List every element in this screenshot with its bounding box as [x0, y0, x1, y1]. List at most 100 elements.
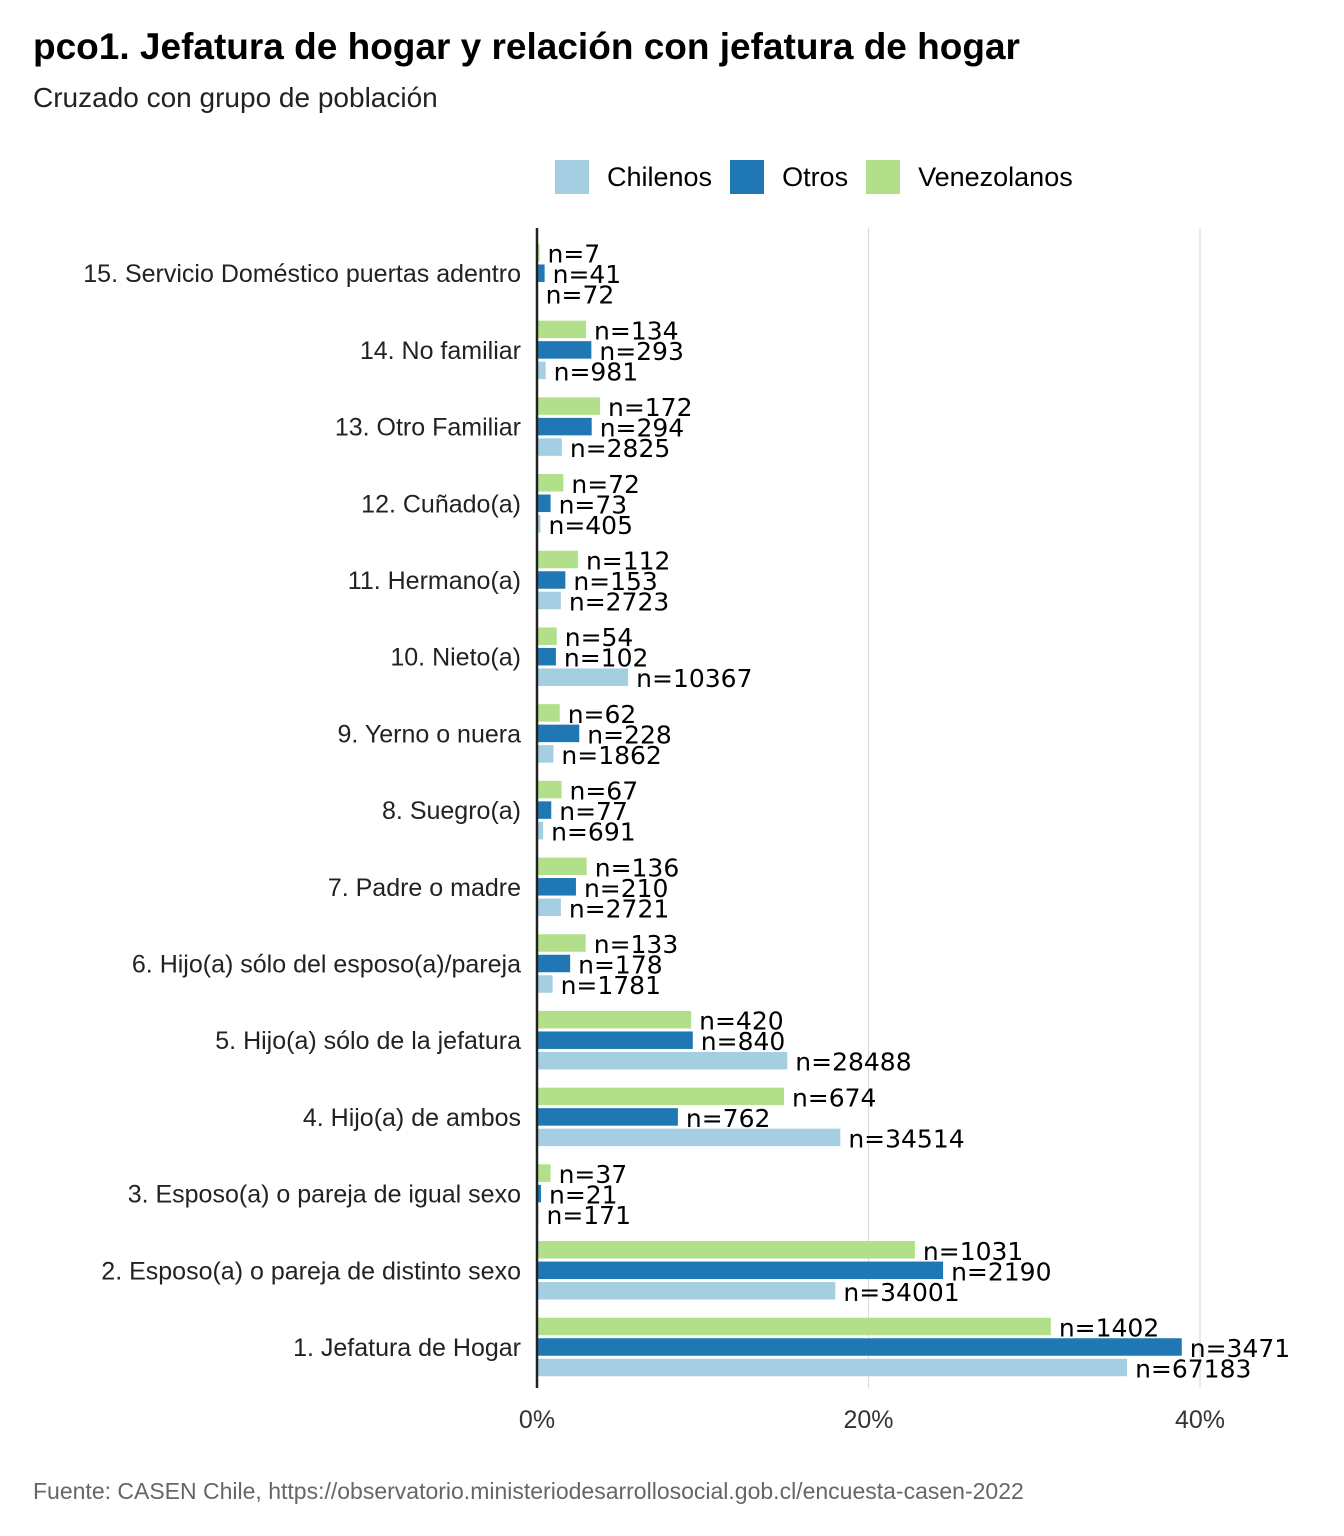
- bar-n-label: n=1781: [561, 971, 661, 1000]
- bar-otros: [537, 264, 545, 282]
- legend-label-otros: Otros: [782, 161, 849, 192]
- bar-chilenos: [537, 745, 554, 763]
- bar-chilenos: [537, 515, 541, 533]
- category-label: 10. Nieto(a): [390, 644, 521, 672]
- bar-n-label: n=28488: [795, 1048, 911, 1077]
- bar-n-label: n=674: [792, 1083, 877, 1112]
- bar-n-label: n=2825: [570, 434, 670, 463]
- category-label: 15. Servicio Doméstico puertas adentro: [83, 260, 521, 288]
- bar-n-label: n=41: [553, 260, 622, 289]
- legend-item-otros: Otros: [730, 160, 848, 194]
- bar-n-label: n=54: [565, 623, 634, 652]
- bar-venezolanos: [537, 1317, 1051, 1336]
- bar-n-label: n=133: [594, 930, 679, 959]
- x-tick-label: 40%: [1175, 1406, 1225, 1434]
- bar-otros: [537, 571, 566, 589]
- category-label: 3. Esposo(a) o pareja de igual sexo: [128, 1181, 521, 1209]
- bar-n-label: n=112: [586, 547, 671, 576]
- bar-n-label: n=293: [599, 337, 684, 366]
- bar-n-label: n=840: [701, 1027, 786, 1056]
- bar-venezolanos: [537, 704, 560, 722]
- bar-chilenos: [537, 821, 544, 840]
- chart-subtitle: Cruzado con grupo de población: [33, 82, 438, 113]
- category-label: 8. Suegro(a): [382, 797, 521, 825]
- bar-otros: [537, 954, 571, 973]
- bar-chilenos: [537, 361, 546, 380]
- bar-n-label: n=77: [559, 797, 628, 826]
- x-tick-label: 20%: [843, 1406, 893, 1434]
- legend-label-chilenos: Chilenos: [607, 161, 713, 192]
- bar-venezolanos: [537, 934, 586, 952]
- bar-otros: [537, 1338, 1182, 1356]
- legend: Chilenos Otros Venezolanos: [555, 160, 1091, 194]
- bar-n-label: n=62: [568, 700, 637, 729]
- bar-otros: [537, 417, 592, 436]
- bar-n-label: n=7: [547, 240, 600, 269]
- bar-otros: [537, 1261, 944, 1280]
- bar-otros: [537, 647, 556, 666]
- bar-n-label: n=72: [546, 281, 615, 310]
- bar-chilenos: [537, 591, 561, 610]
- bar-venezolanos: [537, 1164, 551, 1182]
- legend-item-venezolanos: Venezolanos: [866, 160, 1073, 194]
- bar-n-label: n=762: [686, 1104, 771, 1133]
- bar-n-label: n=178: [578, 951, 663, 980]
- bar-venezolanos: [537, 474, 564, 492]
- axes: 0% 20% 40% 1. Jefatura de Hogar 2. Esposo(a)…: [83, 228, 1225, 1434]
- bar-otros: [537, 494, 551, 513]
- bar-n-label: n=1402: [1059, 1314, 1159, 1343]
- bar-venezolanos: [537, 857, 587, 876]
- category-label: 14. No familiar: [360, 337, 521, 365]
- bar-otros: [537, 341, 592, 359]
- source-caption: Fuente: CASEN Chile, https://observatori…: [33, 1478, 1024, 1504]
- bar-otros: [537, 1031, 693, 1049]
- bar-n-label: n=294: [600, 414, 685, 443]
- category-label: 12. Cuñado(a): [361, 490, 521, 518]
- bar-chilenos: [537, 975, 553, 993]
- category-label: 11. Hermano(a): [348, 567, 521, 595]
- bar-n-label: n=210: [584, 874, 669, 903]
- bar-n-label: n=37: [559, 1160, 628, 1189]
- bar-venezolanos: [537, 1087, 784, 1106]
- bar-otros: [537, 1108, 678, 1126]
- bar-chilenos: [537, 1051, 788, 1070]
- bar-n-label: n=1031: [923, 1237, 1023, 1266]
- bar-n-label: n=34001: [843, 1278, 959, 1307]
- chart-title: pco1. Jefatura de hogar y relación con j…: [33, 26, 1020, 67]
- bar-venezolanos: [537, 627, 557, 645]
- bar-n-label: n=134: [594, 316, 679, 345]
- bar-venezolanos: [537, 397, 600, 415]
- bar-n-label: n=691: [551, 818, 636, 847]
- bar-chilenos: [537, 898, 561, 917]
- bar-n-label: n=1862: [561, 741, 661, 770]
- bar-n-label: n=153: [573, 567, 658, 596]
- bar-chilenos: [537, 1128, 841, 1147]
- legend-label-venezolanos: Venezolanos: [918, 161, 1073, 192]
- legend-item-chilenos: Chilenos: [555, 160, 712, 194]
- bar-n-label: n=72: [571, 470, 640, 499]
- bar-n-label: n=73: [559, 490, 628, 519]
- category-label: 9. Yerno o nuera: [338, 720, 522, 748]
- bar-n-label: n=67: [570, 777, 639, 806]
- bar-venezolanos: [537, 1241, 915, 1259]
- bar-n-label: n=34514: [848, 1124, 964, 1153]
- bar-otros: [537, 724, 580, 743]
- bar-venezolanos: [537, 780, 562, 799]
- bar-otros: [537, 878, 576, 896]
- category-label: 6. Hijo(a) sólo del esposo(a)/pareja: [132, 951, 521, 979]
- bar-n-label: n=2721: [569, 894, 669, 923]
- bar-n-label: n=136: [595, 853, 680, 882]
- category-label: 7. Padre o madre: [328, 874, 521, 902]
- category-label: 2. Esposo(a) o pareja de distinto sexo: [101, 1257, 521, 1285]
- category-label: 13. Otro Familiar: [335, 414, 521, 442]
- category-label: 5. Hijo(a) sólo de la jefatura: [215, 1027, 521, 1055]
- bar-chilenos: [537, 1358, 1128, 1377]
- x-tick-label: 0%: [519, 1406, 555, 1434]
- bar-n-label: n=405: [548, 511, 633, 540]
- bar-venezolanos: [537, 1010, 692, 1029]
- bar-n-label: n=67183: [1135, 1355, 1251, 1384]
- category-label: 4. Hijo(a) de ambos: [303, 1104, 521, 1132]
- bar-n-label: n=172: [608, 393, 693, 422]
- bar-n-label: n=3471: [1190, 1334, 1290, 1363]
